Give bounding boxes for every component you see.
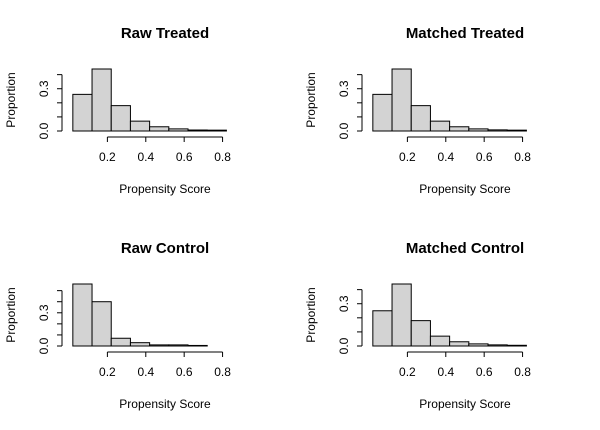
chart-title: Raw Treated	[121, 25, 209, 42]
bar	[72, 283, 93, 347]
bar	[168, 344, 189, 347]
y-axis-label: Proportion	[4, 287, 18, 342]
bar	[372, 93, 393, 132]
chart-title: Matched Treated	[406, 25, 524, 42]
x-tick-label: 0.4	[137, 365, 154, 379]
bar	[110, 105, 131, 132]
y-tick-label: 0.3	[37, 80, 51, 97]
x-tick-label: 0.4	[437, 365, 454, 379]
y-axis-label: Proportion	[4, 72, 18, 127]
x-tick-label: 0.4	[437, 150, 454, 164]
bar	[91, 68, 112, 132]
bar	[187, 344, 208, 347]
bar	[429, 335, 451, 347]
bar	[129, 120, 151, 132]
y-tick-label: 0.3	[37, 304, 51, 321]
y-tick-label: 0.3	[337, 80, 351, 97]
bar	[372, 310, 393, 347]
panel: Matched Control Propensity Score Proportio…	[304, 240, 531, 411]
x-tick-label: 0.8	[514, 150, 531, 164]
bar	[129, 342, 151, 347]
bar	[468, 128, 489, 132]
y-tick-label: 0.3	[337, 295, 351, 312]
y-tick-label: 0.0	[37, 122, 51, 139]
bar	[110, 337, 131, 347]
chart-title: Matched Control	[406, 240, 524, 257]
bar	[168, 128, 189, 132]
x-axis-label: Propensity Score	[119, 182, 211, 196]
y-axis-label: Proportion	[304, 287, 318, 342]
bar	[72, 93, 93, 132]
x-tick-label: 0.6	[476, 150, 493, 164]
x-tick-label: 0.8	[514, 365, 531, 379]
panel: Raw Treated Propensity Score Proportion 0.0…	[4, 25, 231, 196]
x-tick-label: 0.4	[137, 150, 154, 164]
x-tick-label: 0.6	[176, 150, 193, 164]
chart-title: Raw Control	[121, 240, 209, 257]
bar	[487, 129, 508, 132]
x-tick-label: 0.6	[476, 365, 493, 379]
y-tick-label: 0.0	[337, 122, 351, 139]
bar	[506, 344, 527, 347]
bar	[429, 120, 451, 132]
bar	[206, 129, 227, 132]
bar	[391, 68, 412, 132]
panel: Matched Treated Propensity Score Proportio…	[304, 25, 531, 196]
bar	[410, 105, 431, 132]
x-tick-label: 0.6	[176, 365, 193, 379]
x-axis-label: Propensity Score	[419, 182, 511, 196]
bar	[187, 129, 208, 132]
x-tick-label: 0.2	[99, 365, 116, 379]
bar	[506, 129, 527, 132]
bar	[487, 344, 508, 347]
bar	[468, 343, 489, 347]
bar	[410, 320, 431, 347]
x-axis-label: Propensity Score	[419, 397, 511, 411]
bar	[149, 344, 170, 347]
y-tick-label: 0.0	[37, 337, 51, 354]
panel: Raw Control Propensity Score Proportion 0.0…	[4, 240, 231, 411]
x-tick-label: 0.2	[399, 150, 416, 164]
x-axis-label: Propensity Score	[119, 397, 211, 411]
x-tick-label: 0.8	[214, 365, 231, 379]
y-axis-label: Proportion	[304, 72, 318, 127]
bar	[91, 301, 112, 347]
x-tick-label: 0.8	[214, 150, 231, 164]
x-tick-label: 0.2	[99, 150, 116, 164]
bar	[449, 126, 470, 132]
bar	[391, 283, 412, 347]
x-tick-label: 0.2	[399, 365, 416, 379]
bar	[149, 126, 170, 132]
bar	[449, 341, 470, 347]
y-tick-label: 0.0	[337, 337, 351, 354]
